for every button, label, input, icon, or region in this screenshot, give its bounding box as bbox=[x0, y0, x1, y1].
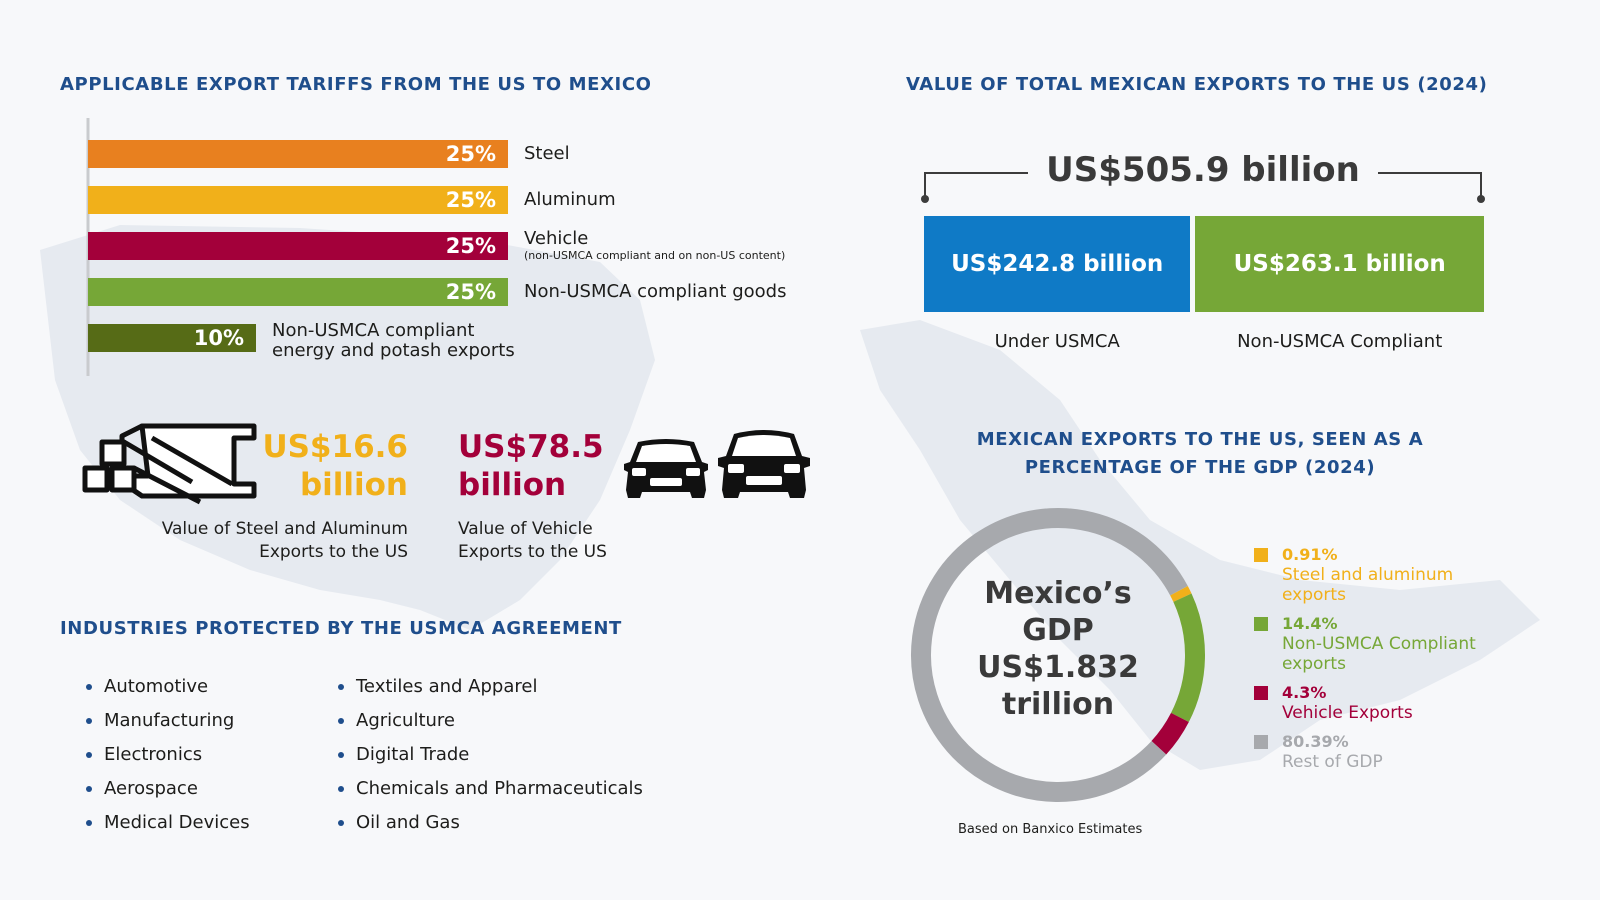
legend-swatch bbox=[1254, 617, 1268, 631]
steel-aluminum-value: US$16.6 billion bbox=[262, 428, 408, 504]
industries-list-column-2: Textiles and Apparel Agriculture Digital T… bbox=[338, 676, 643, 846]
industry-list-item: Textiles and Apparel bbox=[338, 676, 643, 710]
vehicle-caption: Value of Vehicle Exports to the US bbox=[458, 518, 607, 564]
under-usmca-value: US$242.8 billion bbox=[951, 251, 1164, 277]
industry-list-item: Chemicals and Pharmaceuticals bbox=[338, 778, 643, 812]
car-front-icon bbox=[718, 430, 810, 498]
car-front-icon bbox=[624, 439, 708, 498]
legend-item: 80.39% Rest of GDP bbox=[1254, 732, 1514, 772]
source-note: Based on Banxico Estimates bbox=[958, 822, 1143, 837]
steel-aluminum-caption: Value of Steel and Aluminum Exports to t… bbox=[140, 518, 408, 564]
vehicle-value-line1: US$78.5 bbox=[458, 429, 604, 465]
gdp-heading-line2: PERCENTAGE OF THE GDP (2024) bbox=[1024, 457, 1376, 478]
tariff-bar-value: 25% bbox=[446, 234, 496, 258]
tariff-bar-value: 25% bbox=[446, 142, 496, 166]
steel-beams-icon bbox=[82, 423, 257, 505]
steel-aluminum-caption-line2: Exports to the US bbox=[259, 542, 408, 562]
legend-item: 4.3% Vehicle Exports bbox=[1254, 683, 1514, 723]
industry-list-item: Automotive bbox=[86, 676, 250, 710]
total-bracket-right-dot bbox=[1477, 195, 1485, 203]
industry-list-item: Oil and Gas bbox=[338, 812, 643, 846]
gdp-legend: 0.91% Steel and aluminum exports 14.4% Non-… bbox=[1254, 545, 1514, 781]
donut-segment bbox=[1170, 593, 1205, 722]
tariff-bar-label: Aluminum bbox=[524, 189, 616, 210]
gdp-center-label: Mexico’s GDP US$1.832 trillion bbox=[958, 575, 1158, 723]
donut-segment bbox=[911, 508, 1188, 802]
legend-item: 0.91% Steel and aluminum exports bbox=[1254, 545, 1514, 605]
steel-aluminum-caption-line1: Value of Steel and Aluminum bbox=[161, 519, 408, 539]
legend-swatch bbox=[1254, 548, 1268, 562]
tariff-bar-note: (non-USMCA compliant and on non-US conte… bbox=[524, 249, 785, 262]
industry-list-item: Medical Devices bbox=[86, 812, 250, 846]
industries-heading: INDUSTRIES PROTECTED BY THE USMCA AGREEM… bbox=[60, 618, 622, 639]
legend-label: Non-USMCA Compliant exports bbox=[1282, 634, 1476, 674]
exports-heading: VALUE OF TOTAL MEXICAN EXPORTS TO THE US… bbox=[906, 74, 1488, 95]
tariff-bar-label-line2: energy and potash exports bbox=[272, 340, 515, 361]
tariff-bar bbox=[88, 140, 508, 168]
under-usmca-label: Under USMCA bbox=[994, 331, 1120, 352]
industry-list-item: Digital Trade bbox=[338, 744, 643, 778]
gdp-center-line2: GDP bbox=[1022, 613, 1094, 648]
tariff-bar bbox=[88, 324, 256, 352]
tariffs-heading: APPLICABLE EXPORT TARIFFS FROM THE US TO… bbox=[60, 74, 652, 95]
non-usmca-label: Non-USMCA Compliant bbox=[1237, 331, 1443, 352]
legend-percent: 14.4% bbox=[1282, 614, 1338, 633]
legend-label: Rest of GDP bbox=[1282, 752, 1383, 772]
total-bracket-left bbox=[924, 172, 1028, 174]
gdp-heading-line1: MEXICAN EXPORTS TO THE US, SEEN AS A bbox=[976, 429, 1424, 450]
industries-list-column-1: Automotive Manufacturing Electronics Aerosp… bbox=[86, 676, 250, 846]
vehicle-caption-line1: Value of Vehicle bbox=[458, 519, 593, 539]
donut-segment bbox=[1170, 585, 1192, 602]
legend-label: Vehicle Exports bbox=[1282, 703, 1413, 723]
legend-percent: 0.91% bbox=[1282, 545, 1338, 564]
total-bracket-left-dot bbox=[921, 195, 929, 203]
non-usmca-value: US$263.1 billion bbox=[1233, 251, 1446, 277]
legend-item: 14.4% Non-USMCA Compliant exports bbox=[1254, 614, 1514, 674]
industry-list-item: Aerospace bbox=[86, 778, 250, 812]
vehicle-value: US$78.5 billion bbox=[458, 428, 604, 504]
industry-list-item: Manufacturing bbox=[86, 710, 250, 744]
tariff-bar-value: 25% bbox=[446, 188, 496, 212]
gdp-donut-chart bbox=[911, 508, 1205, 802]
industry-list-item: Agriculture bbox=[338, 710, 643, 744]
total-exports-value: US$505.9 billion bbox=[1046, 150, 1360, 190]
non-usmca-box: US$263.1 billion bbox=[1195, 216, 1484, 312]
tariff-bar-value: 10% bbox=[194, 326, 244, 350]
legend-label: Steel and aluminum exports bbox=[1282, 565, 1454, 605]
legend-swatch bbox=[1254, 735, 1268, 749]
gdp-heading: MEXICAN EXPORTS TO THE US, SEEN AS A PER… bbox=[960, 426, 1440, 482]
donut-segment bbox=[1151, 712, 1189, 755]
tariff-bar-label: Non-USMCA compliant goods bbox=[524, 281, 786, 302]
under-usmca-box: US$242.8 billion bbox=[924, 216, 1191, 312]
tariff-bar-label: Vehicle bbox=[524, 228, 588, 249]
vehicle-caption-line2: Exports to the US bbox=[458, 542, 607, 562]
tariff-bar bbox=[88, 186, 508, 214]
legend-percent: 80.39% bbox=[1282, 732, 1349, 751]
tariff-bar-label: Non-USMCA compliant bbox=[272, 320, 474, 341]
tariff-bar bbox=[88, 232, 508, 260]
gdp-center-line1: Mexico’s bbox=[984, 576, 1132, 611]
tariff-bar-chart: 25% Steel 25% Aluminum 25% Vehicle(non-USMCA … bbox=[86, 118, 786, 376]
total-bracket-right bbox=[1378, 172, 1482, 174]
total-bracket-left-tick bbox=[924, 172, 926, 198]
steel-aluminum-value-line1: US$16.6 bbox=[262, 429, 408, 465]
tariff-bar-value: 25% bbox=[446, 280, 496, 304]
industry-list-item: Electronics bbox=[86, 744, 250, 778]
total-bracket-right-tick bbox=[1480, 172, 1482, 198]
legend-percent: 4.3% bbox=[1282, 683, 1327, 702]
gdp-center-line3: US$1.832 bbox=[977, 650, 1139, 685]
tariff-bar-label: Steel bbox=[524, 143, 570, 164]
vehicle-value-line2: billion bbox=[458, 467, 567, 503]
gdp-center-line4: trillion bbox=[1001, 687, 1115, 722]
tariff-bar bbox=[88, 278, 508, 306]
legend-swatch bbox=[1254, 686, 1268, 700]
steel-aluminum-value-line2: billion bbox=[299, 467, 408, 503]
